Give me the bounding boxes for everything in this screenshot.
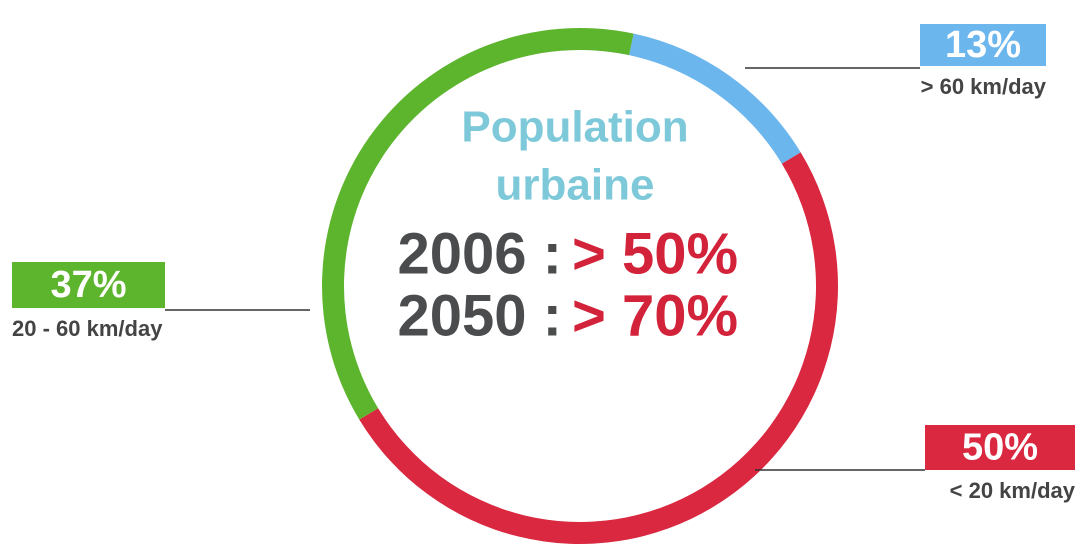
category-label: < 20 km/day xyxy=(950,478,1076,503)
category-label: > 60 km/day xyxy=(921,74,1047,99)
value-label: 13% xyxy=(945,24,1021,66)
annotation-label: 2050 : xyxy=(398,283,562,348)
value-box xyxy=(12,262,165,308)
ring-segment xyxy=(322,27,634,420)
annotation-value: > 70% xyxy=(572,283,738,348)
value-label: 37% xyxy=(50,264,126,306)
center-title: urbaine xyxy=(496,161,655,210)
value-label: 50% xyxy=(962,427,1038,469)
value-box xyxy=(925,425,1075,470)
annotation-value: > 50% xyxy=(572,221,738,286)
ring-segment xyxy=(629,33,801,164)
category-label: 20 - 60 km/day xyxy=(12,316,163,341)
center-title: Population xyxy=(461,103,688,152)
value-box xyxy=(920,24,1046,66)
annotation-label: 2006 : xyxy=(398,221,562,286)
